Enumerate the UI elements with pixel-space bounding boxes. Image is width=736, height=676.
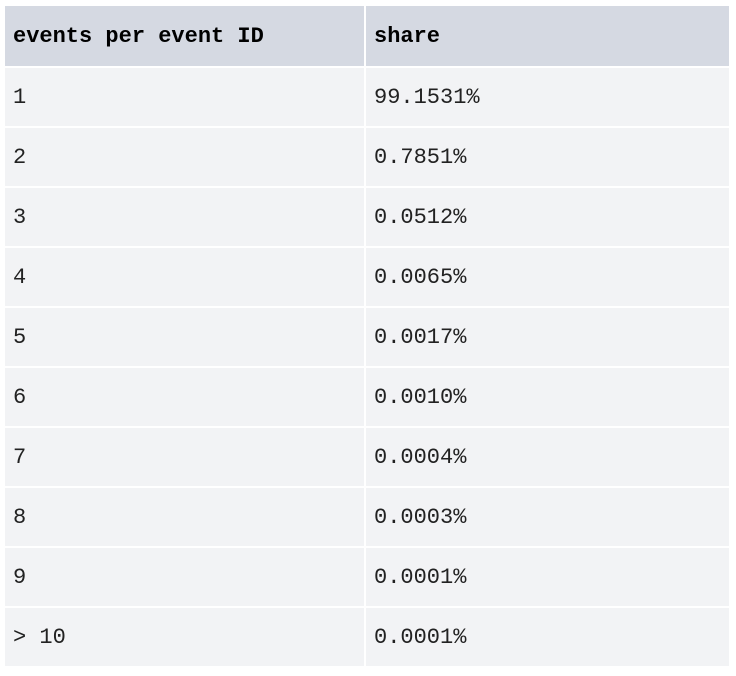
table-row: 6 0.0010% xyxy=(5,366,729,426)
table-row: 8 0.0003% xyxy=(5,486,729,546)
events-share-table: events per event ID share 1 99.1531% 2 0… xyxy=(5,6,729,666)
share-cell: 0.7851% xyxy=(366,126,729,186)
table-container: events per event ID share 1 99.1531% 2 0… xyxy=(5,6,729,666)
share-cell: 0.0003% xyxy=(366,486,729,546)
table-row: > 10 0.0001% xyxy=(5,606,729,666)
table-row: 3 0.0512% xyxy=(5,186,729,246)
table-row: 7 0.0004% xyxy=(5,426,729,486)
table-row: 5 0.0017% xyxy=(5,306,729,366)
share-cell: 0.0001% xyxy=(366,606,729,666)
column-header-share: share xyxy=(366,6,729,66)
share-cell: 0.0010% xyxy=(366,366,729,426)
events-cell: 3 xyxy=(5,186,366,246)
share-cell: 0.0512% xyxy=(366,186,729,246)
table-row: 9 0.0001% xyxy=(5,546,729,606)
table-row: 2 0.7851% xyxy=(5,126,729,186)
events-cell: 5 xyxy=(5,306,366,366)
share-cell: 0.0065% xyxy=(366,246,729,306)
events-cell: 8 xyxy=(5,486,366,546)
events-cell: 2 xyxy=(5,126,366,186)
share-cell: 0.0017% xyxy=(366,306,729,366)
header-row: events per event ID share xyxy=(5,6,729,66)
events-cell: 1 xyxy=(5,66,366,126)
events-cell: 4 xyxy=(5,246,366,306)
table-header: events per event ID share xyxy=(5,6,729,66)
events-cell: 6 xyxy=(5,366,366,426)
events-cell: 7 xyxy=(5,426,366,486)
events-cell: 9 xyxy=(5,546,366,606)
share-cell: 99.1531% xyxy=(366,66,729,126)
table-row: 1 99.1531% xyxy=(5,66,729,126)
table-row: 4 0.0065% xyxy=(5,246,729,306)
share-cell: 0.0001% xyxy=(366,546,729,606)
table-body: 1 99.1531% 2 0.7851% 3 0.0512% 4 0.0065%… xyxy=(5,66,729,666)
events-cell: > 10 xyxy=(5,606,366,666)
share-cell: 0.0004% xyxy=(366,426,729,486)
column-header-events-per-event-id: events per event ID xyxy=(5,6,366,66)
